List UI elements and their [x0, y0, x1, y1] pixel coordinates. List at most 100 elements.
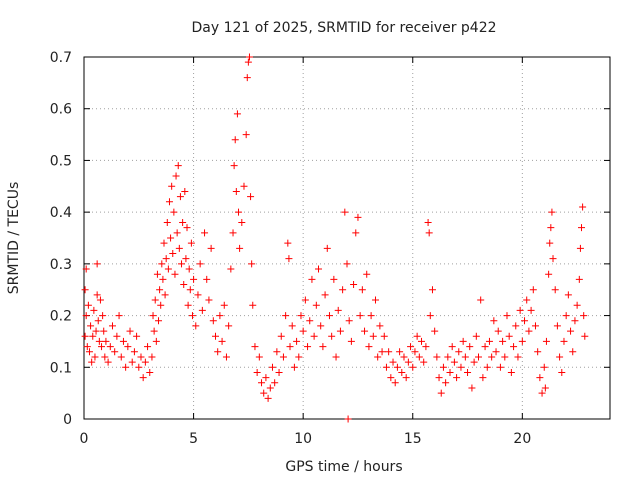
data-point — [99, 312, 107, 320]
data-points — [81, 53, 589, 423]
data-point — [194, 291, 202, 299]
data-point — [536, 374, 544, 382]
data-point — [334, 306, 342, 314]
data-point — [387, 374, 395, 382]
data-point — [409, 363, 417, 371]
data-point — [490, 317, 498, 325]
data-point — [297, 312, 305, 320]
data-point — [130, 348, 138, 356]
data-point — [94, 317, 102, 325]
data-point — [188, 312, 196, 320]
data-point — [218, 337, 226, 345]
data-point — [158, 260, 166, 268]
data-point — [453, 374, 461, 382]
data-point — [92, 327, 100, 335]
data-point — [227, 265, 235, 273]
data-point — [336, 327, 344, 335]
data-point — [439, 363, 447, 371]
data-point — [411, 348, 419, 356]
data-point — [180, 281, 188, 289]
data-point — [288, 322, 296, 330]
data-point — [492, 348, 500, 356]
axis-ticks — [83, 56, 610, 420]
data-point — [308, 275, 316, 283]
data-point — [534, 348, 542, 356]
data-point — [425, 229, 433, 237]
data-point — [262, 374, 270, 382]
data-point — [176, 193, 184, 201]
data-point — [168, 182, 176, 190]
data-point — [576, 244, 584, 252]
data-point — [83, 343, 91, 351]
data-point — [106, 343, 114, 351]
data-point — [172, 172, 180, 180]
data-point — [185, 265, 193, 273]
data-point — [201, 229, 209, 237]
data-point — [238, 218, 246, 226]
data-point — [304, 343, 312, 351]
data-point — [149, 312, 157, 320]
data-point — [162, 255, 170, 263]
data-point — [285, 255, 293, 263]
data-point — [163, 218, 171, 226]
x-tick-label: 0 — [80, 431, 89, 447]
data-point — [181, 187, 189, 195]
data-point — [299, 327, 307, 335]
data-point — [571, 317, 579, 325]
data-point — [503, 312, 511, 320]
data-point — [301, 296, 309, 304]
data-point — [548, 208, 556, 216]
data-point — [581, 332, 589, 340]
data-point — [350, 281, 358, 289]
data-point — [236, 244, 244, 252]
data-point — [251, 343, 259, 351]
data-point — [141, 358, 149, 366]
data-point — [435, 374, 443, 382]
data-point — [122, 363, 130, 371]
data-point — [98, 343, 106, 351]
x-tick-label: 5 — [189, 431, 198, 447]
data-point — [100, 327, 108, 335]
data-point — [225, 322, 233, 330]
data-point — [385, 348, 393, 356]
data-point — [117, 353, 125, 361]
data-point — [448, 343, 456, 351]
data-point — [157, 301, 165, 309]
data-point — [527, 306, 535, 314]
data-point — [104, 358, 112, 366]
data-point — [310, 332, 318, 340]
data-point — [389, 358, 397, 366]
data-point — [93, 260, 101, 268]
data-point — [551, 286, 559, 294]
data-point — [424, 218, 432, 226]
data-point — [179, 218, 187, 226]
data-point — [450, 358, 458, 366]
data-point — [128, 358, 136, 366]
data-point — [184, 301, 192, 309]
data-point — [82, 265, 90, 273]
data-point — [171, 270, 179, 278]
data-point — [203, 275, 211, 283]
data-point — [330, 275, 338, 283]
data-point — [564, 291, 572, 299]
data-point — [146, 368, 154, 376]
data-point — [523, 296, 531, 304]
data-point — [222, 353, 230, 361]
data-point — [175, 244, 183, 252]
data-point — [398, 368, 406, 376]
data-point — [380, 332, 388, 340]
data-point — [573, 301, 581, 309]
data-point — [144, 343, 152, 351]
data-point — [466, 343, 474, 351]
data-point — [374, 353, 382, 361]
data-point — [268, 363, 276, 371]
data-point — [84, 301, 92, 309]
data-point — [328, 332, 336, 340]
data-point — [457, 363, 465, 371]
data-point — [81, 286, 89, 294]
data-point — [156, 286, 164, 294]
data-point — [159, 275, 167, 283]
data-point — [260, 389, 268, 397]
x-tick-labels: 0 5 10 15 20 — [80, 431, 532, 447]
data-point — [169, 250, 177, 258]
